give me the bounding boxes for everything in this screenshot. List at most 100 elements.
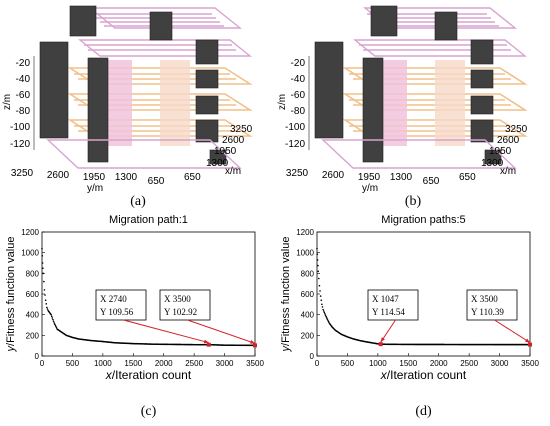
data-point	[327, 319, 329, 322]
data-point	[41, 262, 44, 264]
caption-a: (a)	[130, 194, 146, 209]
datatip: X 3500 Y 102.92	[159, 289, 257, 348]
caption-b: (b)	[405, 194, 422, 209]
data-point	[321, 306, 324, 308]
z-tick: -120	[285, 139, 305, 150]
data-series	[41, 247, 256, 347]
data-point	[42, 267, 44, 269]
x-tick-label: 500	[341, 359, 355, 368]
data-point	[317, 264, 319, 267]
datatip-box	[466, 289, 518, 321]
x-tick-label: 500	[66, 359, 80, 368]
fitness-chart-c: Migration path:10 500 1000 1500 2000 2500 3000…	[5, 214, 264, 419]
data-point	[325, 317, 328, 319]
y-tick-label: 800	[301, 269, 315, 278]
datatip-y: Y 109.56	[100, 307, 134, 317]
y-tick-label: 0	[35, 352, 40, 361]
datatip-arrow	[123, 319, 209, 344]
data-point	[324, 314, 327, 317]
dark-blocks	[314, 5, 502, 165]
y-tick: 1950	[358, 172, 381, 183]
dark-blocks	[39, 5, 227, 165]
data-point	[317, 270, 320, 273]
3d-model-b: -20 -40 -60 -80 -100 -120 z/m 3250 2600 …	[277, 5, 528, 209]
z-axis-label: z/m	[2, 94, 13, 110]
x-tick: 2600	[222, 135, 245, 146]
x-axis-label: x/m	[500, 166, 516, 177]
y-tick: 650	[148, 176, 165, 187]
datatip-y: Y 102.92	[164, 307, 197, 317]
x-axis-label: x/Iteration count	[380, 368, 467, 382]
y-tick-label: 400	[26, 311, 40, 320]
y-axis-label: y/m	[362, 183, 378, 194]
figure-panel-c: Migration path:1 0 500 1000 1500 2000 2500 3000…	[0, 210, 275, 421]
figure-panel-a: -20 -40 -60 -80 -100 -120 z/m 3250 2600 …	[0, 0, 275, 210]
y-axis-label: y/Fitness function value	[280, 237, 292, 353]
datatip-arrowhead	[250, 340, 255, 344]
data-point	[46, 306, 48, 309]
chart-caption: (d)	[415, 404, 432, 419]
y-tick: 1300	[115, 172, 138, 183]
datatip-arrow	[494, 319, 531, 344]
y-tick-label: 0	[310, 352, 315, 361]
data-point	[327, 320, 330, 323]
datatip-arrowhead	[525, 338, 530, 343]
x-tick-label: 3000	[491, 359, 509, 368]
z-tick: -40	[291, 74, 306, 85]
x-tick-label: 1500	[399, 359, 417, 368]
x-tick: 650	[184, 172, 201, 183]
y-tick-label: 600	[26, 290, 40, 299]
datatip-x: X 1047	[372, 294, 399, 304]
datatip-x: X 3500	[471, 294, 498, 304]
data-point	[316, 259, 319, 261]
datatip: X 1047 Y 114.54	[367, 289, 419, 347]
x-axis-label: x/Iteration count	[105, 368, 192, 382]
x-tick-label: 0	[40, 359, 45, 368]
z-tick: -80	[291, 106, 306, 117]
data-point	[316, 253, 319, 256]
figure-panel-d: Migration paths:5 0 500 1000 1500 2000 2500 300…	[275, 210, 550, 421]
data-point	[318, 284, 321, 287]
y-axis-label: y/m	[87, 183, 103, 194]
y-tick-label: 400	[301, 311, 315, 320]
x-tick-label: 2000	[430, 359, 448, 368]
y-tick-label: 200	[26, 331, 40, 340]
3d-model-a: -20 -40 -60 -80 -100 -120 z/m 3250 2600 …	[2, 5, 253, 209]
data-point	[41, 247, 43, 250]
y-tick: 1300	[390, 172, 413, 183]
x-tick-label: 3500	[246, 359, 264, 368]
data-point	[318, 277, 320, 280]
z-tick: -20	[291, 58, 306, 69]
data-point	[324, 313, 326, 315]
data-point	[53, 323, 56, 325]
datatip-y: Y 110.39	[471, 307, 504, 317]
y-tick-label: 200	[301, 331, 315, 340]
datatip-box	[95, 289, 147, 321]
data-point	[44, 299, 47, 301]
x-tick: 650	[459, 172, 476, 183]
z-tick: -40	[16, 74, 31, 85]
z-tick: -100	[10, 122, 30, 133]
x-tick: 2600	[497, 135, 520, 146]
data-point	[55, 325, 57, 328]
data-point	[42, 272, 45, 275]
datatip-y: Y 114.54	[372, 307, 405, 317]
datatip: X 2740 Y 109.56	[95, 289, 211, 347]
datatip-marker	[528, 342, 532, 347]
x-tick: 1300	[206, 158, 229, 169]
chart-title: Migration paths:5	[381, 214, 465, 226]
data-point	[316, 247, 318, 250]
y-axis-label: y/Fitness function value	[5, 237, 17, 353]
data-point	[52, 318, 54, 321]
figure-panel-b: -20 -40 -60 -80 -100 -120 z/m 3250 2600 …	[275, 0, 550, 210]
x-tick: 1950	[489, 146, 512, 157]
data-point	[55, 327, 58, 329]
z-tick: -100	[285, 122, 305, 133]
x-tick-label: 1500	[124, 359, 142, 368]
y-tick-label: 1200	[21, 228, 39, 237]
y-tick: 3250	[286, 168, 309, 179]
x-tick-label: 3000	[216, 359, 234, 368]
data-point	[44, 294, 46, 296]
data-point	[52, 320, 55, 323]
datatip-arrowhead	[380, 337, 385, 343]
